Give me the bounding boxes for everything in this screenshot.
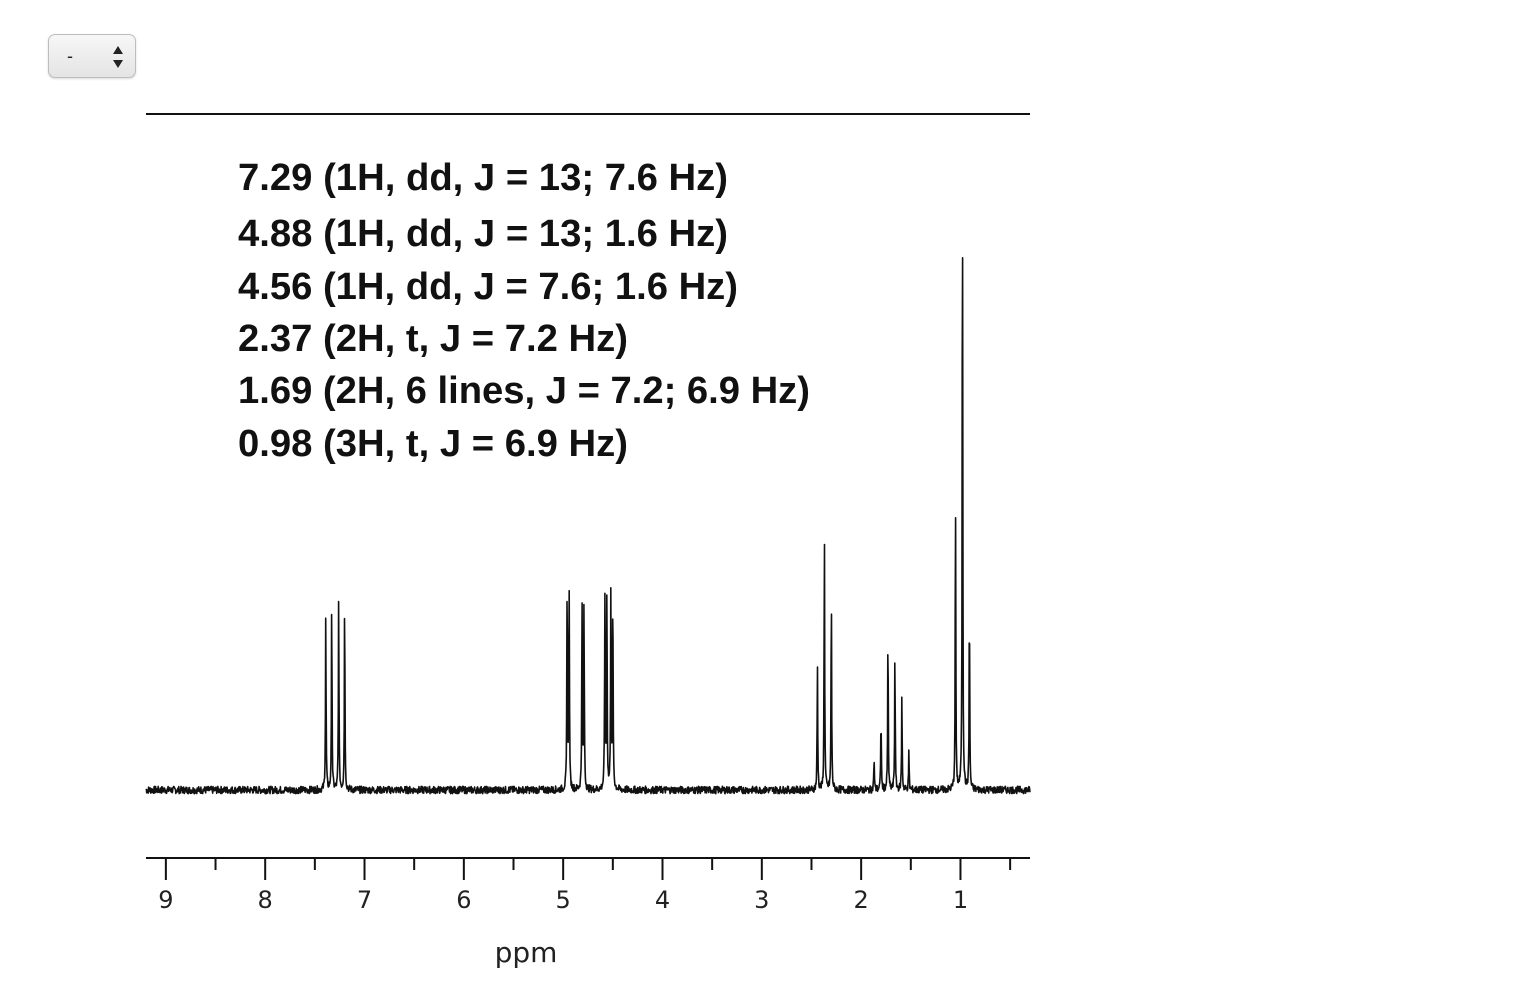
spectrum-trace (145, 257, 1031, 795)
tick-label-6: 6 (456, 886, 471, 914)
selector-value: - (67, 46, 73, 66)
tick-label-7: 7 (357, 886, 372, 914)
annotation-2: 4.88 (1H, dd, J = 13; 1.6 Hz) (238, 213, 728, 255)
annotation-6: 0.98 (3H, t, J = 6.9 Hz) (238, 423, 628, 465)
tick-label-4: 4 (655, 886, 670, 914)
annotation-4: 2.37 (2H, t, J = 7.2 Hz) (238, 318, 628, 360)
tick-label-2: 2 (854, 886, 869, 914)
peak-annotations: 7.29 (1H, dd, J = 13; 7.6 Hz) 4.88 (1H, … (238, 157, 810, 465)
annotation-5: 1.69 (2H, 6 lines, J = 7.2; 6.9 Hz) (238, 370, 810, 412)
up-down-arrows-icon (113, 46, 123, 68)
tick-label-8: 8 (258, 886, 273, 914)
tick-label-1: 1 (953, 886, 968, 914)
annotation-3: 4.56 (1H, dd, J = 7.6; 1.6 Hz) (238, 266, 738, 308)
tick-label-3: 3 (754, 886, 769, 914)
spectrum-selector[interactable]: - (48, 34, 136, 78)
tick-label-5: 5 (556, 886, 571, 914)
tick-label-9: 9 (158, 886, 173, 914)
x-axis-title: ppm (495, 936, 558, 969)
annotation-1: 7.29 (1H, dd, J = 13; 7.6 Hz) (238, 157, 728, 199)
x-axis-tick-labels: 9 8 7 6 5 4 3 2 1 (158, 886, 968, 914)
x-axis-ticks (164, 858, 1012, 880)
